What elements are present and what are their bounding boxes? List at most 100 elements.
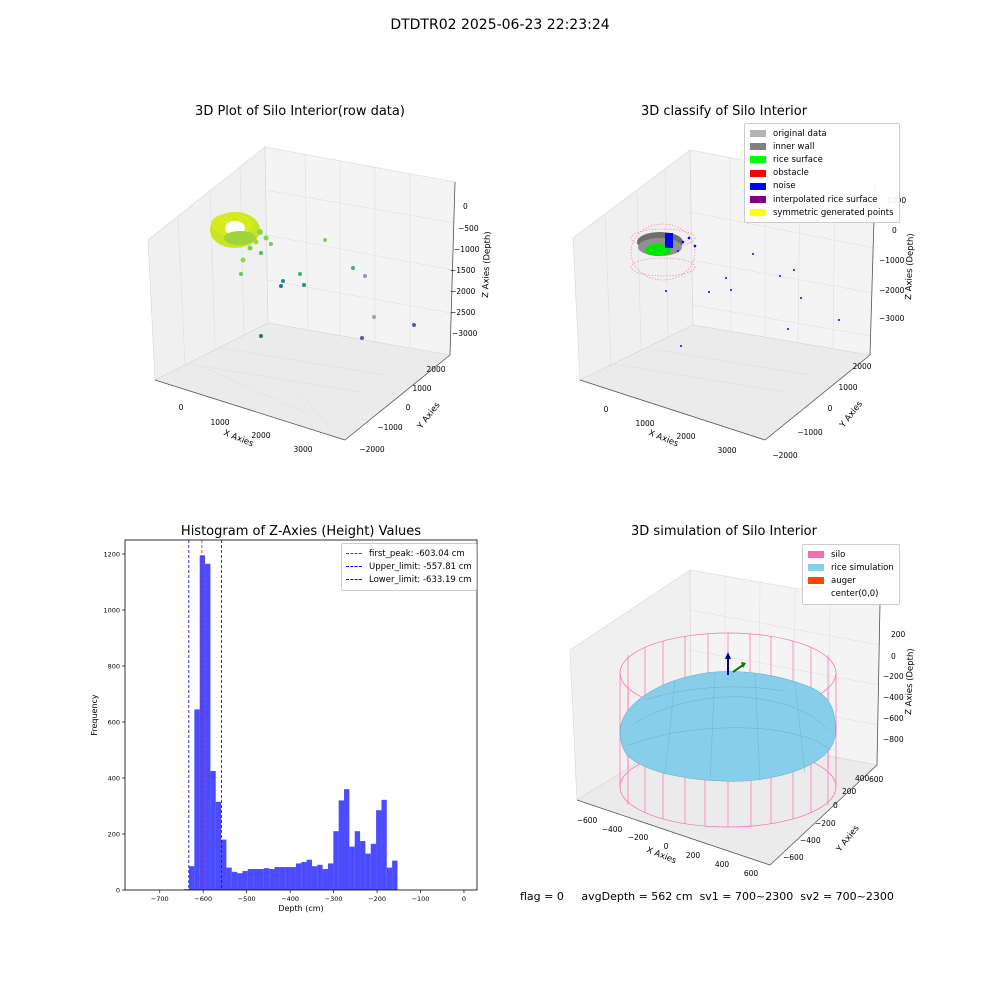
sim-z-tick: 0 [891,652,896,661]
legend-label: rice surface [773,154,823,165]
legend-item: inner wall [750,140,894,153]
status-avg-depth: avgDepth = 562 cm [581,890,693,903]
raw-point-cloud [210,212,416,340]
legend-item: original data [750,127,894,140]
legend-item: silo [808,548,894,561]
histogram-bars [183,555,398,890]
legend-line [346,566,362,568]
legend-swatch [750,182,766,190]
histogram-bar [365,853,371,890]
raw-x-tick: 1000 [210,418,229,427]
legend-line [346,553,362,555]
sim-x-tick: −200 [628,833,649,842]
classify-point-cloud [630,223,840,347]
histogram-bar [370,843,377,890]
histogram-reference-lines [188,540,222,890]
histogram-x-label: Depth (cm) [278,904,323,913]
y-tick-label: 800 [108,663,120,671]
legend-swatch [808,551,824,559]
histogram-bar [295,863,302,890]
raw-y-tick: 2000 [426,365,445,374]
histogram-bar [205,563,211,890]
raw-z-tick: −3000 [452,329,478,338]
legend-item: obstacle [750,167,894,180]
legend-item: noise [750,180,894,193]
classify-plot-title: 3D classify of Silo Interior [640,104,808,119]
sim-x-tick: 0 [664,842,669,851]
histogram-bar [215,801,222,890]
classify-z-tick: 0 [892,226,897,235]
histogram-bar [349,846,355,890]
classify-x-tick: 1000 [635,419,654,428]
raw-z-tick: −1500 [450,266,476,275]
legend-label: first_peak: -603.04 cm [369,548,465,559]
legend-item: Upper_limit: -557.81 cm [346,560,472,573]
raw-y-tick: −2000 [359,445,385,454]
legend-item: rice simulation [808,561,894,574]
raw-x-tick: 2000 [251,431,270,440]
histogram-bar [263,868,270,890]
histogram-bar [354,831,361,890]
histogram-bar [301,862,307,890]
x-tick-label: −500 [238,895,256,903]
legend-swatch [750,196,766,204]
sim-z-tick: −600 [883,714,904,723]
raw-axes-panes [147,146,456,441]
raw-x-label: X Axies [222,428,255,449]
raw-z-tick: 0 [463,202,468,211]
figure-title: DTDTR02 2025-06-23 22:23:24 [390,17,610,33]
sim-z-tick: −200 [883,672,904,681]
sim-z-tick: −800 [883,735,904,744]
y-tick-label: 0 [116,887,120,895]
histogram-bar [253,869,259,890]
sim-x-tick: −400 [602,825,623,834]
legend-label: auger [831,575,856,586]
histogram-bar [247,869,254,890]
histogram-bar [269,869,275,890]
y-tick-label: 600 [108,719,120,727]
histogram-y-ticks: 0 200 400 600 800 1000 1200 [103,551,125,895]
legend-label: Lower_limit: -633.19 cm [369,574,472,585]
histogram-bar [360,841,366,890]
histogram-bar [183,889,190,890]
raw-z-tick: −2500 [450,308,476,317]
classify-y-tick: −2000 [772,451,798,460]
histogram-bar [226,867,232,890]
histogram-bar [306,859,312,890]
classify-x-tick: 0 [604,405,609,414]
histogram-bar [381,799,387,890]
x-tick-label: −300 [325,895,343,903]
y-tick-label: 400 [108,775,120,783]
sim-y-label: Y Axies [834,823,862,855]
raw-y-tick: 0 [406,403,411,412]
x-tick-label: −200 [368,895,386,903]
status-flag: flag = 0 [520,890,564,903]
raw-plot-title: 3D Plot of Silo Interior(row data) [195,104,405,119]
y-tick-label: 200 [108,831,120,839]
legend-label: obstacle [773,168,809,179]
histogram-x-ticks: −700 −600 −500 −400 −300 −200 −100 0 [151,890,466,903]
raw-x-tick: 0 [179,403,184,412]
x-tick-label: 0 [462,895,466,903]
simulation-legend: silo rice simulation auger center(0,0) [802,544,900,605]
histogram-bar [199,555,206,890]
legend-line [346,579,362,581]
legend-swatch [808,577,824,585]
status-sv2: sv2 = 700~2300 [800,890,894,903]
sim-y-tick: 200 [842,787,857,796]
legend-label: rice simulation [831,562,894,573]
sim-y-tick: 0 [833,801,838,810]
status-sv1: sv1 = 700~2300 [699,890,794,903]
classify-z-label: Z Axies (Depth) [904,233,916,300]
classify-z-tick: −2000 [879,286,905,295]
legend-label: silo [831,549,846,560]
histogram-bar [338,800,345,890]
legend-label: interpolated rice surface [773,194,878,205]
legend-label: Upper_limit: -557.81 cm [369,561,472,572]
sim-x-tick: 200 [686,851,701,860]
legend-swatch [808,591,824,598]
legend-label: noise [773,181,796,192]
sim-y-tick: −400 [800,836,821,845]
histogram-frame [124,539,478,891]
histogram-bar [189,866,195,890]
